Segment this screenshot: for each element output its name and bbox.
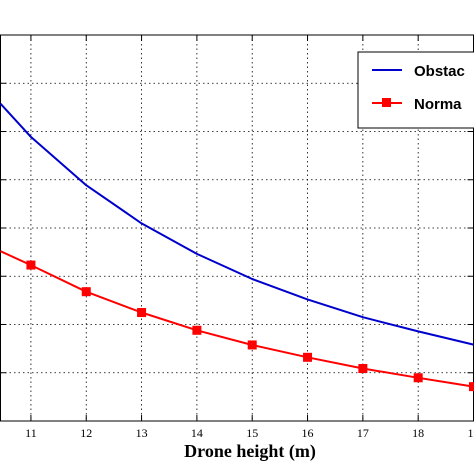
x-tick-label: 12 [80, 426, 92, 440]
series-2-marker [413, 373, 423, 383]
x-tick-label: 14 [191, 426, 203, 440]
series-2-marker [81, 287, 91, 297]
series-line-2 [0, 250, 474, 388]
legend-label-series-2: Norma [414, 96, 462, 113]
legend-box [357, 51, 474, 129]
x-tick-label: 18 [412, 426, 424, 440]
x-tick-labels: 11 12 13 14 15 16 17 18 19 [25, 426, 474, 440]
legend: Obstac Norma [357, 51, 474, 129]
legend-label-series-1: Obstac [414, 63, 465, 80]
series-2-marker [358, 364, 368, 374]
x-tick-label: 11 [25, 426, 37, 440]
series-lines [0, 103, 474, 392]
series-2-marker [26, 260, 36, 270]
series-2-marker [303, 352, 313, 362]
series-2-marker [247, 340, 257, 350]
x-tick-label: 17 [357, 426, 369, 440]
axis-ticks [0, 35, 474, 421]
x-tick-label: 15 [246, 426, 258, 440]
series-2-marker [192, 325, 202, 335]
x-axis-label: Drone height (m) [184, 441, 316, 462]
series-2-marker [469, 382, 474, 392]
series-2-marker [137, 308, 147, 318]
series-line-1 [0, 103, 474, 346]
x-tick-label: 13 [136, 426, 148, 440]
x-tick-label: 16 [302, 426, 314, 440]
legend-marker-series-2 [382, 98, 391, 107]
x-tick-label: 19 [468, 426, 474, 440]
